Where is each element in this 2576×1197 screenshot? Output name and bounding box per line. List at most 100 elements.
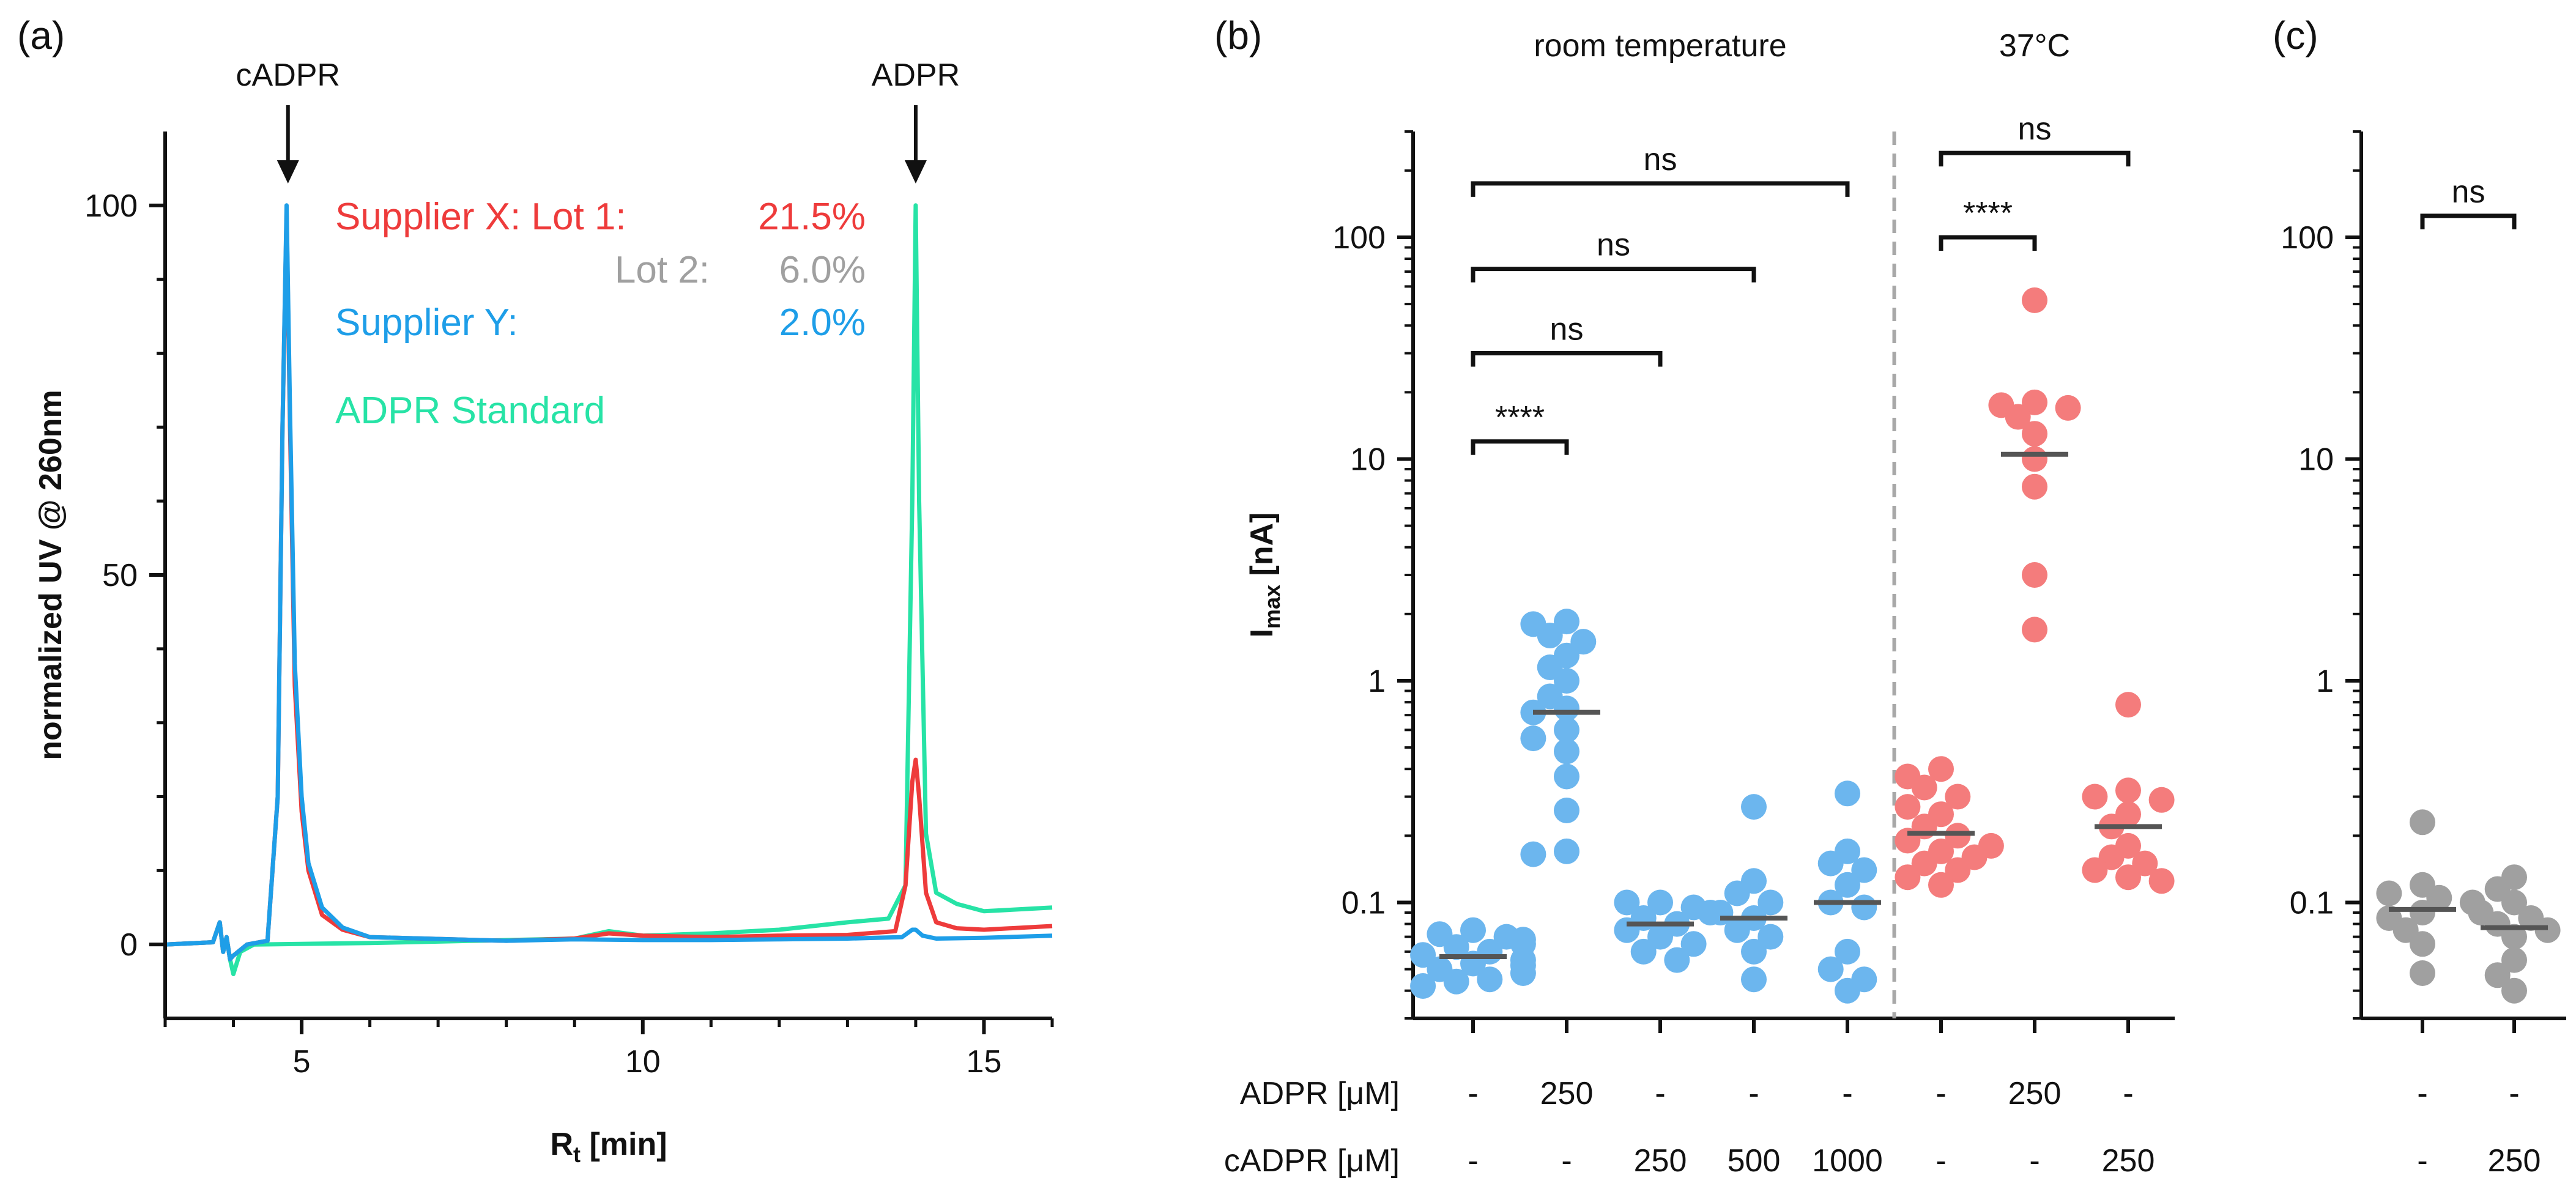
a-legend-text-1: Lot 2:: [615, 249, 710, 291]
b-sig-label-5: ns: [2018, 111, 2052, 147]
b-sig-bracket-4: [1939, 235, 2037, 251]
a-arrows: cADPR ADPR: [236, 57, 960, 183]
b-point-0-15: [1410, 973, 1436, 999]
a-arrow-head-0: [277, 160, 299, 183]
b-sig-label-0: ****: [1495, 400, 1545, 435]
panel-c-dotplot: 0.1 1 10 100 ns - - - 250: [2281, 130, 2566, 1179]
c-y-tick-label-1: 1: [2316, 664, 2334, 699]
a-legend-value-2: 2.0%: [779, 302, 866, 344]
b-point-7-1: [2115, 777, 2141, 804]
b-sig-bracket-1: [1471, 351, 1663, 367]
b-cadpr-label-6: -: [2029, 1143, 2040, 1179]
a-legend-text-0: Supplier X: Lot 1:: [335, 196, 626, 238]
a-y-tick-label-1: 50: [102, 558, 138, 593]
b-cadpr-label-2: 250: [1634, 1143, 1687, 1179]
c-point-1-2: [2501, 889, 2527, 916]
b-point-0-5: [1443, 934, 1469, 960]
b-adpr-label-7: -: [2123, 1076, 2133, 1111]
b-point-4-0: [1835, 780, 1860, 807]
b-adpr-label-5: -: [1936, 1076, 1946, 1111]
b-point-4-8: [1817, 956, 1844, 982]
a-series-group: [165, 203, 1053, 976]
b-point-7-0: [2115, 692, 2141, 718]
b-cadpr-label-7: 250: [2102, 1143, 2155, 1179]
b-point-0-14: [1443, 968, 1469, 995]
b-row-label-0: ADPR [μM]: [1240, 1076, 1400, 1111]
b-point-5-4: [1895, 794, 1921, 820]
b-point-4-6: [1851, 894, 1877, 921]
c-cadpr-label-1: 250: [2488, 1143, 2541, 1179]
b-significance: **** ns ns ns **** ns: [1471, 111, 2131, 455]
b-point-3-6: [1724, 917, 1750, 943]
c-adpr-label-1: -: [2509, 1076, 2519, 1111]
b-point-2-0: [1647, 889, 1673, 916]
a-x-tick-label-2: 15: [967, 1044, 1002, 1080]
b-point-1-14: [1554, 798, 1579, 823]
b-cadpr-label-4: 1000: [1812, 1143, 1883, 1179]
a-legend: Supplier X: Lot 1: 21.5% Lot 2: 6.0% Supplie…: [335, 196, 866, 432]
c-point-1-9: [2484, 962, 2511, 988]
a-legend-value-0: 21.5%: [758, 196, 866, 238]
b-y-tick-label-2: 10: [1350, 442, 1386, 477]
c-point-0-2: [2376, 880, 2402, 906]
b-point-6-3: [2055, 395, 2081, 421]
c-y-tick-label-3: 100: [2281, 220, 2334, 256]
a-y-axis-label: normalized UV @ 260nm: [33, 390, 69, 760]
c-y-tick-label-0: 0.1: [2290, 885, 2334, 921]
b-axes: 0.1 1 10 100 room temperature 37°C: [1332, 28, 2175, 1033]
b-point-5-13: [1945, 857, 1971, 883]
b-sig-label-1: ns: [1550, 312, 1584, 347]
b-adpr-label-0: -: [1468, 1076, 1478, 1111]
a-legend-text-2: Supplier Y:: [335, 302, 518, 344]
b-group-header-0: room temperature: [1534, 28, 1786, 64]
a-x-axis-label: Rt [min]: [550, 1127, 667, 1167]
a-arrow-label-1: ADPR: [872, 57, 960, 93]
b-cadpr-label-0: -: [1468, 1143, 1478, 1179]
a-series-line-0: [165, 203, 1053, 976]
c-sig-label-0: ns: [2452, 174, 2485, 210]
panel-b-dotplot: 0.1 1 10 100 room temperature 37°C **** ns ns ns…: [1224, 28, 2175, 1179]
b-point-1-6: [1554, 668, 1579, 694]
panel-label-b: (b): [1214, 13, 1262, 57]
b-sig-label-2: ns: [1597, 228, 1630, 263]
c-y-tick-label-2: 10: [2298, 442, 2334, 477]
b-point-6-8: [2022, 562, 2047, 588]
b-adpr-label-3: -: [1748, 1076, 1759, 1111]
b-point-5-2: [1911, 774, 1937, 801]
a-axes: 5 10 15 0 50 100: [84, 132, 1054, 1080]
b-sig-label-3: ns: [1644, 142, 1677, 177]
b-point-5-0: [1928, 756, 1954, 782]
b-y-axis-label: Imax [nA]: [1244, 513, 1285, 638]
b-point-3-0: [1741, 794, 1767, 820]
b-point-3-7: [1758, 924, 1784, 950]
b-point-2-9: [1630, 938, 1657, 965]
c-point-1-7: [2501, 924, 2527, 950]
panel-label-a: (a): [17, 13, 65, 57]
b-point-0-0: [1460, 917, 1486, 943]
c-axes: 0.1 1 10 100: [2281, 130, 2566, 1033]
b-point-1-16: [1520, 841, 1546, 867]
c-point-0-0: [2410, 809, 2435, 836]
b-cadpr-label-5: -: [1936, 1143, 1946, 1179]
a-y-tick-label-2: 100: [84, 188, 138, 224]
b-point-1-11: [1520, 725, 1546, 752]
b-point-2-8: [1680, 931, 1707, 957]
b-y-tick-label-0: 0.1: [1342, 885, 1386, 921]
a-x-axis-label-sub: t: [573, 1142, 581, 1167]
b-point-0-12: [1510, 960, 1536, 986]
b-point-0-13: [1477, 966, 1503, 993]
b-point-2-7: [1647, 924, 1673, 950]
b-y-axis-label-suffix: [nA]: [1244, 513, 1280, 585]
b-point-3-8: [1741, 938, 1767, 965]
b-points: [1410, 287, 2175, 1004]
b-point-4-3: [1851, 857, 1877, 883]
panel-a-chromatogram: 5 10 15 0 50 100 cADPR ADPR Supplier X: Lot 1:…: [33, 57, 1054, 1167]
b-point-2-10: [1664, 947, 1690, 973]
b-sig-label-4: ****: [1963, 196, 2013, 231]
b-point-1-2: [1537, 623, 1563, 648]
c-sig-bracket-0: [2420, 213, 2517, 229]
b-point-1-15: [1554, 838, 1579, 864]
b-group-header-1: 37°C: [1999, 28, 2070, 64]
a-x-tick-label-0: 5: [293, 1044, 311, 1080]
